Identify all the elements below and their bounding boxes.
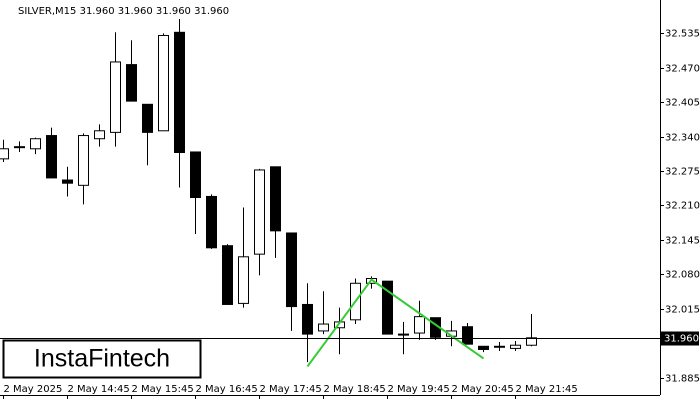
y-tick-label: 32.340 <box>665 133 700 144</box>
x-tick-label: 2 May 2025 <box>4 384 63 395</box>
y-tick-label: 32.145 <box>665 236 700 247</box>
candle-body <box>78 135 89 186</box>
candle-body <box>110 61 121 133</box>
x-tick-label: 2 May 21:45 <box>516 384 578 395</box>
x-tick-label: 2 May 16:45 <box>196 384 258 395</box>
candle-body <box>238 256 249 304</box>
y-tick-label: 31.885 <box>665 374 700 385</box>
x-tick-label: 2 May 20:45 <box>452 384 514 395</box>
candle-body <box>286 232 297 308</box>
candle-body <box>462 326 473 345</box>
candle-body <box>398 333 409 336</box>
x-tick-label: 2 May 18:45 <box>324 384 386 395</box>
y-tick-label: 32.405 <box>665 98 700 109</box>
candle-body <box>94 130 105 140</box>
x-tick-label: 2 May 15:45 <box>132 384 194 395</box>
candle-body <box>478 345 489 350</box>
candle-body <box>46 135 57 179</box>
candle-body <box>142 103 153 133</box>
candle-body <box>190 151 201 198</box>
candle-body <box>0 148 9 160</box>
candle-body <box>222 245 233 305</box>
candle-body <box>414 316 425 334</box>
x-tick-label: 2 May 14:45 <box>68 384 130 395</box>
logo-box <box>2 339 202 379</box>
candle-body <box>30 138 41 150</box>
y-tick-label: 32.080 <box>665 270 700 281</box>
candle-body <box>510 344 521 349</box>
chart-title: SILVER,M15 31.960 31.960 31.960 31.960 <box>18 6 229 17</box>
logo-text: InstaFintech <box>34 345 170 373</box>
candle-body <box>206 195 217 249</box>
last-price-label: 31.960 <box>664 334 699 345</box>
candle-body <box>14 146 25 149</box>
x-tick-label: 2 May 17:45 <box>260 384 322 395</box>
pattern-line <box>306 278 485 368</box>
candle-body <box>174 31 185 153</box>
x-tick-label: 2 May 19:45 <box>388 384 450 395</box>
candle-body <box>126 64 137 102</box>
last-price-box <box>661 331 699 346</box>
candle-body <box>526 337 537 346</box>
candle-body <box>270 166 281 232</box>
candle-body <box>382 280 393 335</box>
y-tick-label: 32.015 <box>665 305 700 316</box>
candle-body <box>254 169 265 255</box>
candle-body <box>494 345 505 348</box>
candle-body <box>302 303 313 335</box>
candle-body <box>62 179 73 184</box>
candle-body <box>158 34 169 132</box>
y-tick-label: 32.275 <box>665 167 700 178</box>
y-tick-label: 32.470 <box>665 64 700 75</box>
candle-body <box>318 323 329 332</box>
y-tick-label: 32.535 <box>665 29 700 40</box>
y-tick-label: 32.210 <box>665 201 700 212</box>
